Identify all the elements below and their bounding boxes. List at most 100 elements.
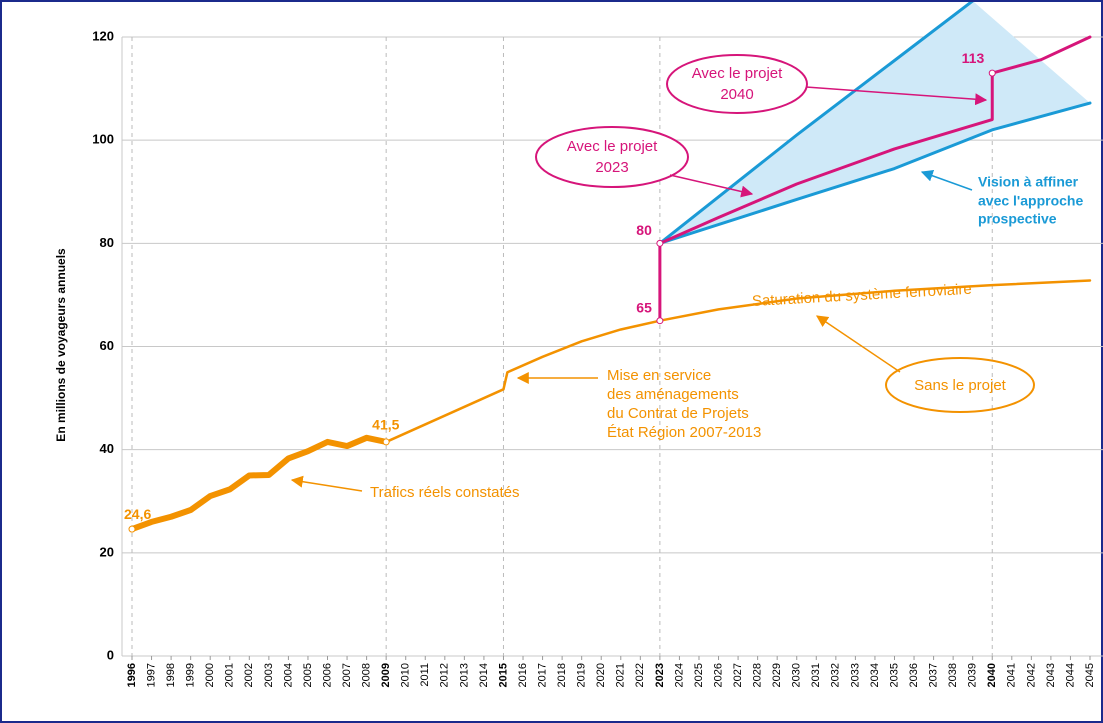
- x-tick-label: 2024: [673, 663, 685, 687]
- grid: [121, 36, 1103, 660]
- x-tick-label: 2035: [888, 663, 900, 687]
- x-tick-label: 2031: [810, 663, 822, 687]
- arrow: [920, 170, 973, 191]
- x-tick-label: 2003: [263, 663, 275, 687]
- x-tick-label: 2001: [224, 663, 236, 687]
- bubble: [666, 54, 808, 114]
- annotation: 2040: [720, 86, 753, 103]
- arrow: [816, 315, 901, 373]
- x-tick-label: 2011: [419, 663, 431, 687]
- x-tick-label: 2017: [536, 663, 548, 687]
- x-tick-label: 2018: [556, 663, 568, 687]
- point-label: 65: [636, 299, 652, 315]
- series-line: [384, 279, 1092, 444]
- series-line: [129, 434, 390, 533]
- x-tick-label: 2020: [595, 663, 607, 687]
- point-marker: [382, 438, 390, 446]
- x-tick-label: 2029: [771, 663, 783, 687]
- x-tick-label: 2004: [282, 663, 294, 687]
- annotations: Trafics réels constatés Mise en service …: [290, 54, 1083, 501]
- x-tick-label: 2007: [341, 663, 353, 687]
- x-tick-label: 2009: [380, 663, 392, 687]
- x-tick-label: 2028: [752, 663, 764, 687]
- x-tick-label: 2021: [615, 663, 627, 687]
- x-tick-label: 2039: [967, 663, 979, 687]
- x-tick-label: 2002: [243, 663, 255, 687]
- x-tick-label: 2042: [1025, 663, 1037, 687]
- x-tick-label: 2041: [1006, 663, 1018, 687]
- y-tick-label: 0: [107, 647, 114, 662]
- point-marker: [656, 317, 664, 325]
- x-tick-label: 1996: [126, 663, 138, 687]
- x-tick-label: 1999: [185, 663, 197, 687]
- point-label: 113: [962, 50, 985, 66]
- x-tick-label: 2016: [517, 663, 529, 687]
- annotation: Mise en service: [607, 367, 711, 384]
- x-tick-label: 2015: [497, 663, 509, 687]
- arrow: [290, 475, 363, 492]
- y-tick-label: 60: [100, 338, 114, 353]
- x-tick-label: 2000: [204, 663, 216, 687]
- annotation: prospective: [978, 211, 1057, 227]
- bubble: [885, 357, 1035, 413]
- y-tick-label: 40: [100, 441, 114, 456]
- x-tick-label: 2038: [947, 663, 959, 687]
- x-tick-label: 2022: [634, 663, 646, 687]
- y-axis-label: En millions de voyageurs annuels: [54, 248, 68, 442]
- annotation: Trafics réels constatés: [370, 484, 520, 501]
- x-tick-label: 2010: [400, 663, 412, 687]
- x-tick-label: 2027: [732, 663, 744, 687]
- annotation: Sans le projet: [914, 377, 1007, 394]
- x-tick-label: 2025: [693, 663, 705, 687]
- x-tick-label: 2013: [458, 663, 470, 687]
- x-tick-label: 2036: [908, 663, 920, 687]
- x-tick-label: 2043: [1045, 663, 1057, 687]
- x-tick-label: 1998: [165, 663, 177, 687]
- x-tick-label: 2033: [849, 663, 861, 687]
- x-tick-label: 2026: [712, 663, 724, 687]
- arrow: [669, 174, 754, 198]
- annotation: Avec le projet: [692, 65, 783, 82]
- point-marker: [128, 525, 136, 533]
- y-tick-label: 80: [100, 235, 114, 250]
- x-tick-label: 2030: [791, 663, 803, 687]
- x-tick-label: 2040: [986, 663, 998, 687]
- x-tick-label: 2005: [302, 663, 314, 687]
- annotation: Saturation du système ferroviaire: [751, 281, 972, 310]
- y-tick-label: 20: [100, 544, 114, 559]
- x-tick-label: 2037: [927, 663, 939, 687]
- x-tick-label: 2006: [321, 663, 333, 687]
- x-tick-label: 1997: [145, 663, 157, 687]
- x-tick-label: 2044: [1064, 663, 1076, 687]
- x-tick-label: 2019: [576, 663, 588, 687]
- point-label: 41,5: [372, 417, 399, 433]
- series-line: [658, 101, 1092, 245]
- point-marker: [656, 239, 664, 247]
- annotation: avec l'approche: [978, 193, 1083, 209]
- y-tick-label: 120: [92, 28, 114, 43]
- x-tick-label: 2045: [1084, 663, 1096, 687]
- annotation: État Région 2007-2013: [607, 424, 761, 441]
- series-line: [658, 35, 1092, 245]
- y-tick-label: 100: [92, 132, 114, 147]
- x-tick-label: 2012: [439, 663, 451, 687]
- x-tick-label: 2032: [830, 663, 842, 687]
- x-tick-label: 2008: [361, 663, 373, 687]
- annotation: 2023: [595, 159, 628, 176]
- plot: [129, 2, 1092, 533]
- point-marker: [988, 69, 996, 77]
- series-line: [658, 2, 974, 245]
- annotation: Vision à affiner: [978, 174, 1079, 190]
- point-label: 24,6: [124, 506, 151, 522]
- point-label: 80: [636, 222, 652, 238]
- bubble: [535, 126, 689, 188]
- x-tick-label: 2014: [478, 663, 490, 687]
- annotation: du Contrat de Projets: [607, 405, 749, 422]
- annotation: Avec le projet: [567, 138, 658, 155]
- arrow: [805, 86, 988, 106]
- annotation: des aménagements: [607, 386, 739, 403]
- x-tick-label: 2034: [869, 663, 881, 687]
